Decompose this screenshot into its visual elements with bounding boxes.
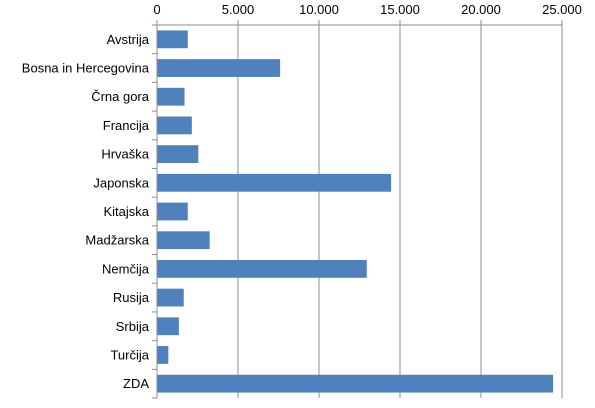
- category-label: Nemčija: [102, 261, 150, 276]
- gridlines: [237, 25, 563, 398]
- bars: [157, 30, 554, 393]
- bar: [157, 87, 185, 106]
- bar: [157, 59, 281, 77]
- x-tick-label: 0: [153, 2, 160, 17]
- category-label: Madžarska: [85, 233, 149, 248]
- x-tick-label: 5.000: [222, 2, 255, 17]
- bar: [157, 173, 392, 192]
- category-label: Francija: [103, 118, 150, 133]
- category-label: Japonska: [93, 175, 149, 190]
- bar: [157, 288, 184, 307]
- bar: [157, 116, 192, 135]
- bar: [157, 30, 188, 49]
- x-tick-label: 10.000: [299, 2, 339, 17]
- category-label: Avstrija: [107, 32, 150, 47]
- axes: [152, 20, 563, 399]
- category-label: Srbija: [116, 319, 150, 334]
- bar: [157, 202, 188, 221]
- x-tick-label: 20.000: [461, 2, 501, 17]
- bar: [157, 317, 179, 336]
- x-tick-labels: 0 5.000 10.000 15.000 20.000 25.000: [153, 2, 582, 17]
- category-label: ZDA: [123, 376, 149, 391]
- bar: [157, 346, 169, 364]
- bar: [157, 374, 554, 393]
- category-label: Hrvaška: [101, 147, 149, 162]
- x-tick-label: 25.000: [542, 2, 582, 17]
- category-label: Rusija: [113, 290, 150, 305]
- category-label: Kitajska: [103, 204, 149, 219]
- bar: [157, 259, 367, 278]
- category-label: Turčija: [110, 347, 149, 362]
- category-label: Črna gora: [91, 89, 150, 104]
- category-label: Bosna in Hercegovina: [22, 61, 150, 76]
- category-labels: Avstrija Bosna in Hercegovina Črna gora Fra…: [22, 32, 150, 391]
- x-tick-label: 15.000: [380, 2, 420, 17]
- bar: [157, 231, 210, 250]
- bar: [157, 145, 199, 164]
